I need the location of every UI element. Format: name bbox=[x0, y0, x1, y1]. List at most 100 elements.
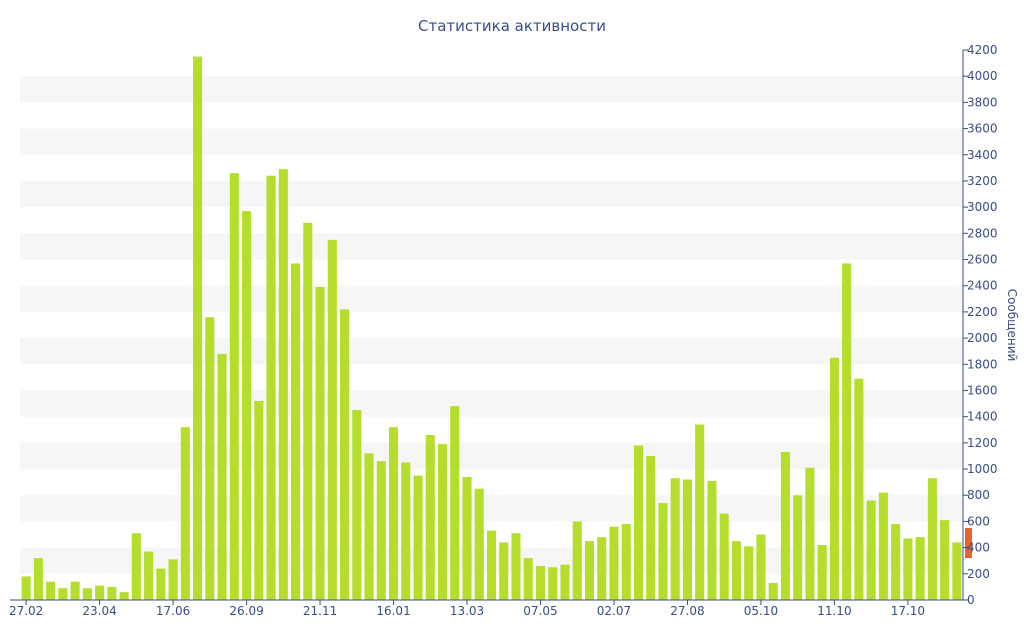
bars bbox=[21, 56, 962, 601]
bar bbox=[940, 520, 950, 600]
bar bbox=[156, 568, 166, 600]
bar bbox=[670, 478, 680, 600]
bar bbox=[903, 538, 913, 600]
bar bbox=[560, 564, 570, 600]
bar bbox=[193, 56, 203, 601]
bar bbox=[21, 576, 31, 600]
y-tick-label: 2000 bbox=[967, 331, 998, 345]
bar bbox=[82, 588, 92, 600]
y-tick-label: 2200 bbox=[967, 305, 998, 319]
y-tick-label: 200 bbox=[967, 567, 990, 581]
bar bbox=[401, 462, 411, 600]
bar bbox=[229, 173, 239, 600]
y-tick-label: 0 bbox=[967, 593, 975, 607]
bar bbox=[462, 476, 472, 600]
bar bbox=[915, 537, 925, 600]
bar bbox=[793, 495, 803, 600]
grid-band bbox=[20, 128, 963, 155]
bar bbox=[437, 444, 448, 600]
bar bbox=[744, 546, 754, 600]
bar bbox=[70, 581, 80, 600]
grid-band bbox=[20, 76, 963, 103]
bar bbox=[425, 435, 435, 600]
bar bbox=[952, 542, 962, 600]
bar bbox=[254, 400, 264, 600]
x-tick-label: 26.09 bbox=[229, 604, 263, 618]
y-tick-label: 1200 bbox=[967, 436, 998, 450]
bar bbox=[646, 455, 656, 600]
bar bbox=[756, 534, 766, 600]
bar bbox=[46, 581, 56, 600]
bar bbox=[303, 222, 313, 601]
bar bbox=[291, 263, 301, 600]
bar bbox=[486, 530, 497, 600]
bar bbox=[572, 521, 582, 600]
y-tick-labels: 0 200 400 600 800 1000 1200 1400 1600 1800 2000 220… bbox=[963, 43, 998, 607]
bar bbox=[805, 467, 815, 600]
x-tick-label: 13.03 bbox=[450, 604, 484, 618]
bar bbox=[266, 175, 276, 600]
bar bbox=[854, 378, 864, 600]
grid-band bbox=[20, 442, 963, 470]
bar bbox=[511, 533, 521, 600]
y-tick-label: 1000 bbox=[967, 462, 998, 476]
y-tick-label: 2400 bbox=[967, 279, 998, 293]
y-tick-label: 1800 bbox=[967, 357, 998, 371]
highlight-layer bbox=[965, 527, 972, 559]
bar bbox=[719, 513, 729, 600]
grid-band bbox=[20, 285, 963, 312]
x-tick-label: 07.05 bbox=[523, 604, 557, 618]
bar bbox=[658, 503, 668, 600]
x-tick-label: 02.07 bbox=[597, 604, 631, 618]
bar bbox=[376, 461, 386, 600]
bar bbox=[548, 567, 558, 600]
chart-title: Статистика активности bbox=[418, 17, 606, 35]
bar bbox=[180, 427, 190, 600]
x-tick-label: 21.11 bbox=[303, 604, 337, 618]
bar bbox=[682, 479, 692, 600]
bar bbox=[842, 263, 852, 600]
bar bbox=[278, 169, 288, 601]
bar bbox=[450, 406, 460, 600]
bar bbox=[205, 317, 215, 600]
x-tick-label: 11.10 bbox=[817, 604, 851, 618]
y-tick-label: 3400 bbox=[967, 148, 998, 162]
grid-band bbox=[20, 233, 963, 260]
bar bbox=[609, 526, 619, 600]
bar bbox=[340, 309, 350, 600]
bar bbox=[119, 592, 129, 600]
x-tick-label: 23.04 bbox=[82, 604, 116, 618]
x-tick-label: 16.01 bbox=[376, 604, 410, 618]
bar bbox=[817, 545, 827, 600]
bar bbox=[144, 551, 154, 600]
y-tick-label: 1600 bbox=[967, 383, 998, 397]
x-tick-labels: 27.02 23.04 17.06 26.09 21.11 16.01 13.03 07.05… bbox=[9, 600, 925, 618]
bar bbox=[242, 211, 252, 600]
bar bbox=[535, 565, 546, 600]
bar bbox=[352, 410, 362, 600]
y-tick-label: 3800 bbox=[967, 95, 998, 109]
x-tick-label: 17.06 bbox=[156, 604, 190, 618]
bar bbox=[584, 541, 594, 600]
bar bbox=[927, 478, 937, 600]
y-tick-label: 3600 bbox=[967, 122, 998, 136]
bar bbox=[597, 537, 607, 600]
x-tick-label: 17.10 bbox=[891, 604, 925, 618]
bar bbox=[58, 588, 68, 600]
bar bbox=[364, 453, 374, 600]
bar bbox=[315, 287, 325, 600]
x-tick-label: 27.08 bbox=[670, 604, 704, 618]
y-tick-label: 3200 bbox=[967, 174, 998, 188]
bar bbox=[131, 533, 141, 600]
bar bbox=[866, 500, 876, 600]
bar bbox=[768, 582, 778, 600]
y-tick-label: 4000 bbox=[967, 69, 998, 83]
bar bbox=[474, 488, 484, 600]
grid-band bbox=[20, 495, 963, 522]
x-tick-label: 27.02 bbox=[9, 604, 43, 618]
bar bbox=[499, 542, 509, 600]
y-tick-label: 2600 bbox=[967, 253, 998, 267]
bar bbox=[621, 524, 631, 600]
bar bbox=[780, 452, 790, 600]
